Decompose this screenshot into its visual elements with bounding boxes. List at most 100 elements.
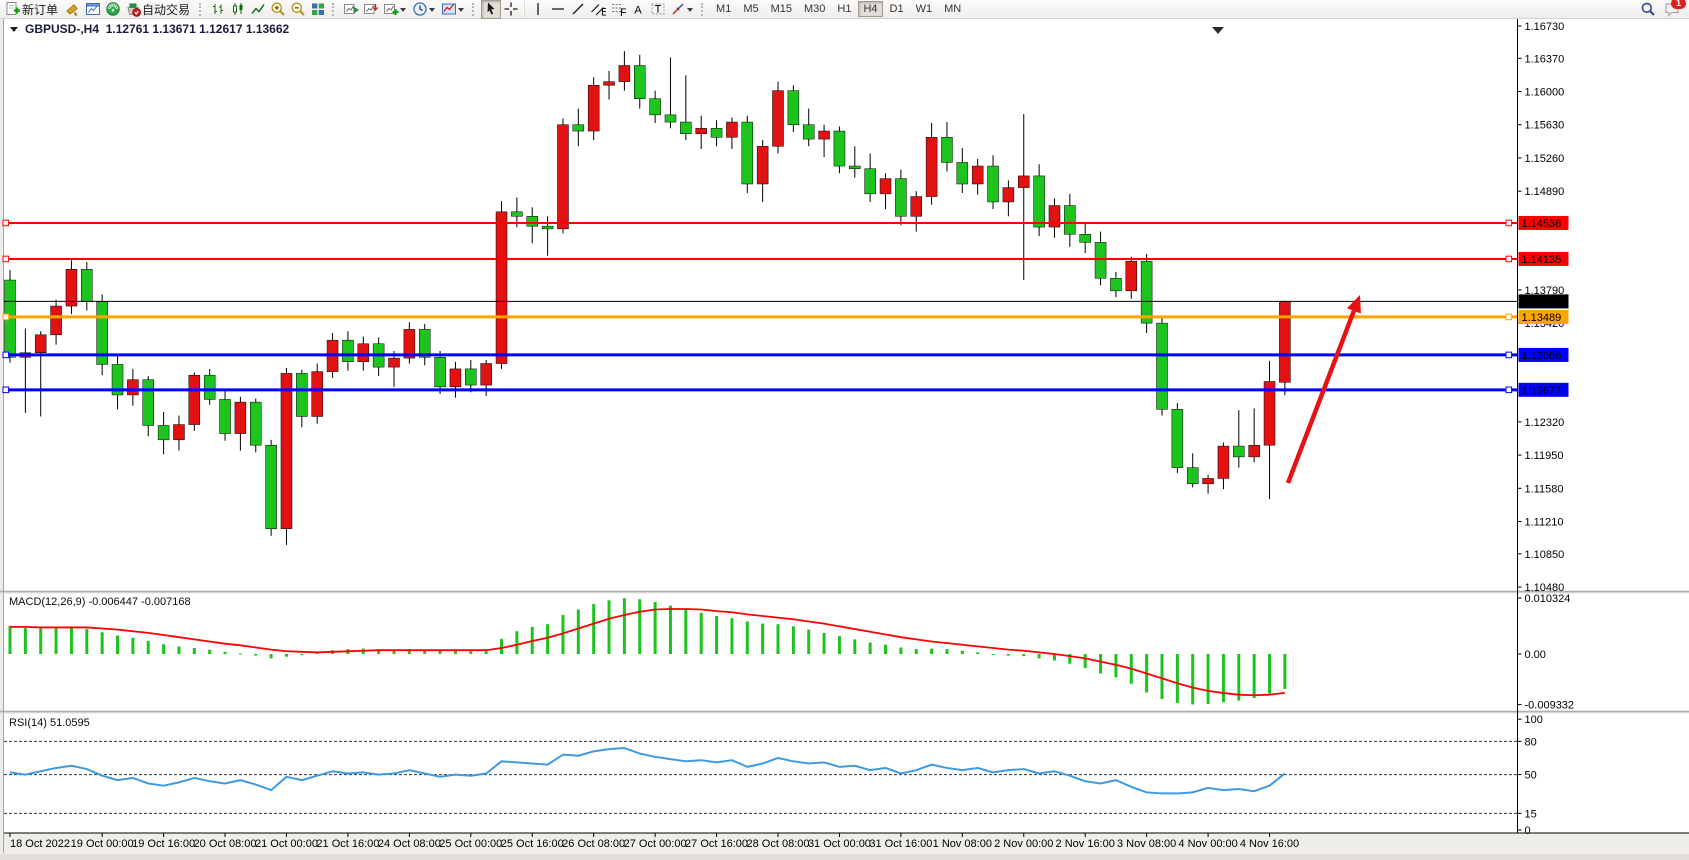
macd-panel[interactable] [4, 593, 1689, 711]
text-label-tool-button[interactable]: T [648, 0, 668, 19]
line-chart-button[interactable] [248, 0, 268, 19]
period-button[interactable] [410, 0, 439, 19]
line-handle[interactable] [1505, 219, 1513, 227]
candle [1217, 442, 1230, 490]
search-button[interactable] [1638, 0, 1658, 19]
candle [1186, 453, 1199, 488]
equidistant-channel-tool-button[interactable]: E [588, 0, 608, 19]
candle [695, 115, 707, 149]
macd-histogram-bar [1052, 654, 1056, 661]
line-handle[interactable] [1505, 255, 1513, 263]
template-button[interactable] [439, 0, 468, 19]
chevron-down-icon[interactable] [687, 8, 694, 15]
candle [234, 396, 247, 451]
strategy-tester-button[interactable] [341, 0, 361, 19]
main-chart-panel[interactable] [4, 19, 1689, 591]
toolbar-grip[interactable] [199, 2, 204, 16]
line-handle[interactable] [1505, 351, 1513, 359]
zoom-in-button[interactable] [268, 0, 288, 19]
time-tick-label: 27 Oct 16:00 [685, 838, 748, 850]
tile-windows-button[interactable] [308, 0, 328, 19]
timeframe-button-H4[interactable]: H4 [858, 1, 883, 17]
cursor-tool-button[interactable] [481, 0, 502, 19]
timeframe-button-H1[interactable]: H1 [837, 3, 852, 15]
candle [173, 415, 185, 451]
timeframe-bar: M1 M5 M15 M30 H1 H4 D1 W1 MN [710, 1, 967, 17]
open-chart-button[interactable] [83, 0, 103, 19]
toolbar-grip[interactable] [332, 2, 337, 16]
timeframe-button-M1[interactable]: M1 [716, 3, 732, 15]
candle [634, 54, 646, 109]
candle [910, 191, 922, 232]
price-tag: 1.14536 [1518, 215, 1569, 230]
text-tool-button[interactable]: A [628, 0, 648, 19]
fibonacci-tool-button[interactable]: F [608, 0, 628, 19]
toolbar-grip[interactable] [701, 2, 706, 16]
chevron-down-icon[interactable] [458, 8, 465, 15]
candle [1202, 474, 1214, 494]
macd-histogram-bar [899, 647, 903, 654]
horizontal-line-1.14536[interactable] [2, 219, 1518, 227]
candlestick-chart-button[interactable] [228, 0, 248, 19]
timeframe-button-M30[interactable]: M30 [804, 3, 826, 15]
notification-badge: 1 [1671, 0, 1686, 9]
add-indicator-button[interactable] [381, 0, 410, 19]
candle [956, 148, 969, 193]
zoom-out-button[interactable] [288, 0, 308, 19]
one-click-trading-toggle-icon[interactable] [10, 27, 18, 36]
autotrade-button[interactable]: 自动交易 [123, 0, 195, 19]
line-handle[interactable] [2, 351, 10, 359]
bar-chart-button[interactable] [208, 0, 228, 19]
candle [1079, 223, 1091, 254]
timeframe-button-W1[interactable]: W1 [915, 3, 933, 15]
candle [772, 81, 784, 154]
time-tick-label: 21 Oct 00:00 [255, 838, 318, 850]
macd-histogram-bar [423, 649, 427, 654]
horizontal-line-1.13066[interactable] [2, 351, 1518, 359]
time-tick-label: 3 Nov 08:00 [1117, 838, 1176, 850]
timeframe-button-MN[interactable]: MN [944, 3, 962, 15]
horizontal-line-1.12677[interactable] [2, 386, 1518, 394]
time-tick-label: 28 Oct 08:00 [747, 838, 810, 850]
line-handle[interactable] [2, 313, 10, 321]
line-handle[interactable] [1505, 313, 1513, 321]
publish-button[interactable] [63, 0, 83, 19]
vertical-line-tool-button[interactable] [528, 0, 548, 19]
step-forward-button[interactable] [361, 0, 381, 19]
line-handle[interactable] [1505, 386, 1513, 394]
candle [1110, 271, 1122, 298]
timeframe-button-M15[interactable]: M15 [770, 3, 792, 15]
rsi-tick-label: 100 [1525, 714, 1543, 726]
line-handle[interactable] [2, 219, 10, 227]
price-tick-label: 1.16000 [1525, 87, 1565, 99]
horizontal-line-1.13489[interactable] [2, 313, 1518, 321]
crosshair-tool-button[interactable] [501, 0, 521, 19]
macd-histogram-bar [85, 629, 89, 654]
candle [879, 173, 892, 210]
toolbar-grip[interactable] [472, 2, 477, 16]
new-order-button[interactable]: 新订单 [3, 0, 63, 19]
line-handle[interactable] [2, 255, 10, 263]
candle [157, 411, 170, 455]
trendline-tool-button[interactable] [568, 0, 588, 19]
time-tick-label: 4 Nov 00:00 [1178, 838, 1237, 850]
market-watch-button[interactable] [103, 0, 123, 19]
chart-shift-marker[interactable] [1212, 27, 1224, 34]
notifications-button[interactable]: 1 [1662, 0, 1686, 19]
horizontal-line-1.14135[interactable] [2, 255, 1518, 263]
horizontal-line-tool-button[interactable] [548, 0, 568, 19]
rsi-panel[interactable] [4, 713, 1689, 833]
time-tick-label: 27 Oct 00:00 [624, 838, 687, 850]
chevron-down-icon[interactable] [400, 8, 407, 15]
timeframe-button-M5[interactable]: M5 [743, 3, 759, 15]
macd-histogram-bar [469, 651, 473, 654]
arrows-tool-button[interactable] [668, 0, 697, 19]
clock-icon [413, 2, 427, 16]
timeframe-button-D1[interactable]: D1 [889, 3, 904, 15]
line-handle[interactable] [2, 386, 10, 394]
chevron-down-icon[interactable] [429, 8, 436, 15]
trend-arrow-annotation[interactable] [1285, 295, 1361, 484]
macd-histogram-bar [315, 652, 319, 654]
